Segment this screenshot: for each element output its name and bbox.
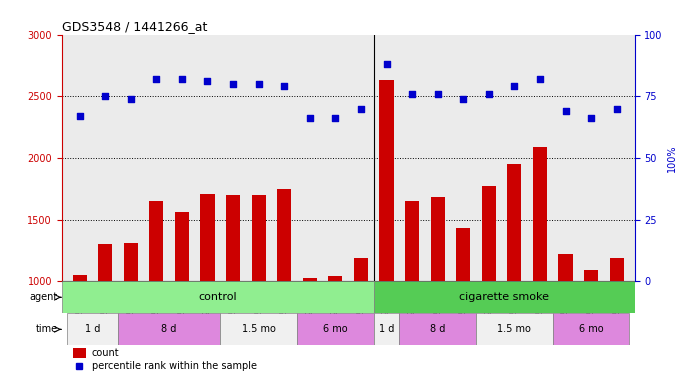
Point (458, 96, 469, 102)
Bar (226, 195, 240, 281)
Bar (252, 195, 265, 281)
Bar (476, 313, 553, 345)
Bar (303, 278, 317, 281)
Bar (73, 275, 86, 281)
Bar (354, 258, 368, 281)
Bar (73, 348, 86, 358)
Bar (456, 228, 470, 281)
Point (253, 81, 264, 87)
Text: 1 d: 1 d (85, 324, 100, 334)
Point (484, 91, 495, 97)
Bar (200, 194, 215, 281)
Text: percentile rank within the sample: percentile rank within the sample (91, 361, 257, 371)
Bar (533, 147, 547, 281)
Point (176, 76, 187, 82)
Text: 1 d: 1 d (379, 324, 394, 334)
Text: agent: agent (29, 292, 58, 302)
Point (228, 81, 239, 87)
Bar (610, 258, 624, 281)
Point (355, 106, 366, 112)
Text: cigarette smoke: cigarette smoke (459, 292, 549, 302)
Bar (374, 281, 635, 313)
Bar (150, 201, 163, 281)
Point (202, 78, 213, 84)
Bar (379, 80, 394, 281)
Bar (431, 197, 445, 281)
Bar (175, 212, 189, 281)
Bar (220, 313, 297, 345)
Text: time: time (36, 324, 58, 334)
Point (534, 76, 545, 82)
Bar (118, 313, 220, 345)
Point (305, 115, 316, 121)
Point (151, 76, 162, 82)
Bar (98, 244, 113, 281)
Point (99, 93, 110, 99)
Point (560, 108, 571, 114)
Bar (374, 313, 399, 345)
Text: 8 d: 8 d (161, 324, 177, 334)
Bar (405, 201, 419, 281)
Point (432, 91, 443, 97)
Text: control: control (198, 292, 237, 302)
Bar (123, 243, 138, 281)
Point (407, 91, 418, 97)
Point (586, 115, 597, 121)
Bar (482, 186, 496, 281)
Point (611, 106, 622, 112)
Bar (329, 276, 342, 281)
Text: 6 mo: 6 mo (579, 324, 604, 334)
Bar (62, 281, 374, 313)
Text: 1.5 mo: 1.5 mo (497, 324, 531, 334)
Text: count: count (91, 348, 119, 358)
Bar (277, 189, 292, 281)
Text: GDS3548 / 1441266_at: GDS3548 / 1441266_at (62, 20, 207, 33)
Bar (584, 270, 598, 281)
Point (74, 113, 85, 119)
Text: 1.5 mo: 1.5 mo (241, 324, 276, 334)
Bar (297, 313, 374, 345)
Point (509, 83, 520, 89)
Point (381, 61, 392, 67)
Point (330, 115, 341, 121)
Bar (399, 313, 476, 345)
Bar (553, 313, 630, 345)
Bar (508, 164, 521, 281)
Bar (558, 254, 573, 281)
Point (279, 83, 289, 89)
Point (126, 96, 137, 102)
Y-axis label: 100%: 100% (667, 144, 677, 172)
Text: 8 d: 8 d (430, 324, 445, 334)
Text: 6 mo: 6 mo (323, 324, 348, 334)
Bar (67, 313, 118, 345)
